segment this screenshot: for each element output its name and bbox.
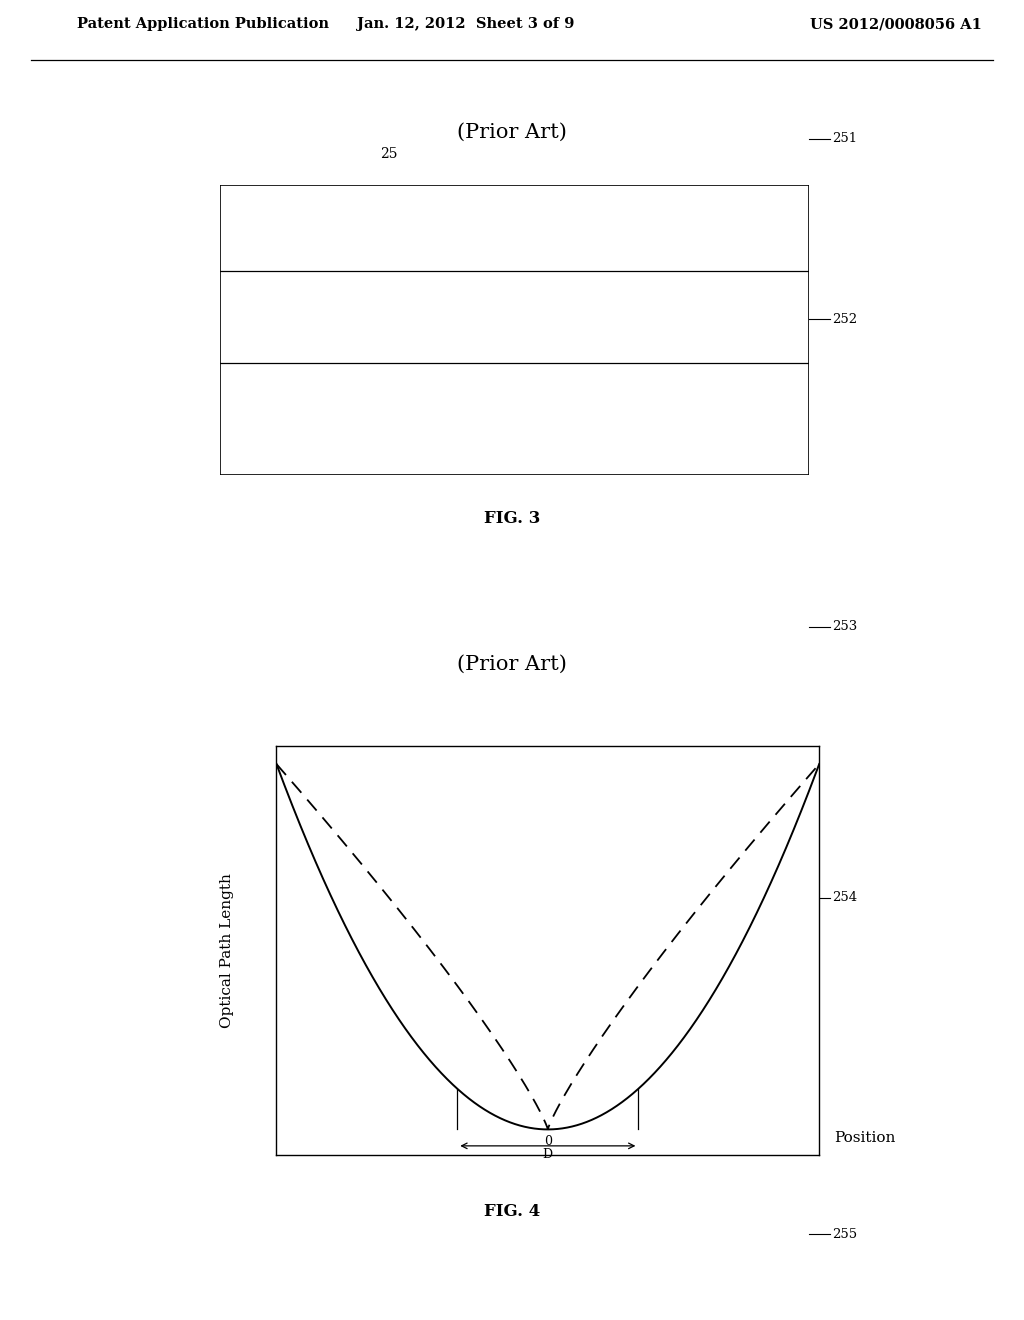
Text: Jan. 12, 2012  Sheet 3 of 9: Jan. 12, 2012 Sheet 3 of 9: [357, 17, 574, 32]
Text: 251: 251: [833, 132, 858, 145]
Text: 252: 252: [833, 313, 858, 326]
Text: FIG. 4: FIG. 4: [484, 1204, 540, 1220]
Text: (Prior Art): (Prior Art): [457, 123, 567, 141]
Text: D: D: [543, 1148, 553, 1162]
Text: Position: Position: [835, 1131, 896, 1144]
Bar: [388, 792, 438, 878]
Text: US 2012/0008056 A1: US 2012/0008056 A1: [810, 17, 982, 32]
Text: Patent Application Publication: Patent Application Publication: [77, 17, 329, 32]
Text: 253: 253: [833, 620, 858, 634]
Text: 0: 0: [544, 1135, 552, 1148]
Text: (Prior Art): (Prior Art): [457, 655, 567, 673]
Text: 254: 254: [833, 891, 858, 904]
Text: 25: 25: [380, 147, 398, 161]
Text: 255: 255: [833, 1228, 858, 1241]
Text: FIG. 3: FIG. 3: [483, 511, 541, 527]
Text: Optical Path Length: Optical Path Length: [220, 873, 234, 1028]
